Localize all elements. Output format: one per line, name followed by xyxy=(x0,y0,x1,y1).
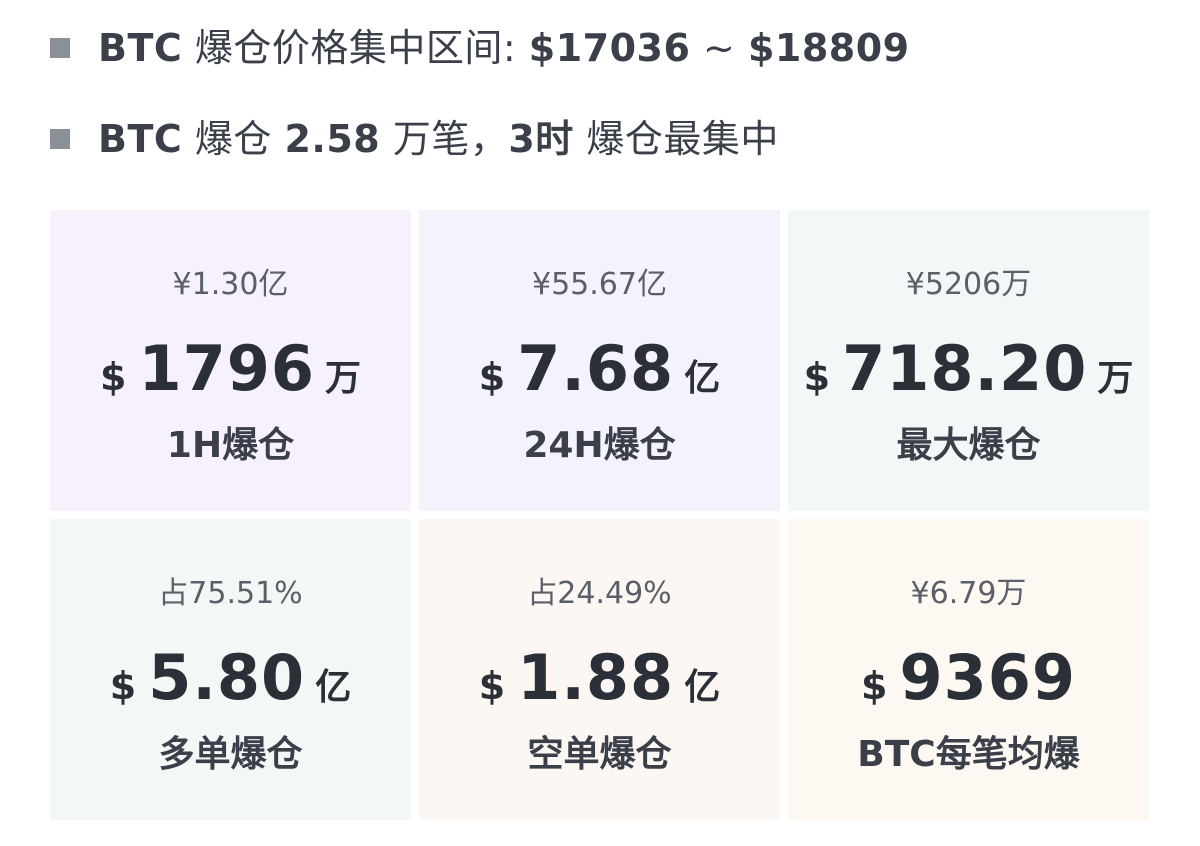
price-range-high: $18809 xyxy=(747,26,910,70)
dollar-sign: $ xyxy=(109,664,137,708)
price-range-low: $17036 xyxy=(528,26,691,70)
dollar-sign: $ xyxy=(478,355,506,399)
stat-card-short: 占24.49% $ 1.88 亿 空单爆仓 xyxy=(419,519,780,820)
stat-card-average: ¥6.79万 $ 9369 BTC每笔均爆 xyxy=(788,519,1149,820)
stat-card-long: 占75.51% $ 5.80 亿 多单爆仓 xyxy=(50,519,411,820)
peak-hour-caption: 爆仓最集中 xyxy=(586,117,779,161)
stat-cny-value: ¥6.79万 xyxy=(910,576,1027,611)
stat-share-value: 占24.49% xyxy=(527,576,672,611)
stat-label: 24H爆仓 xyxy=(523,425,676,466)
price-range-text: BTC 爆仓价格集中区间: $17036 ~ $18809 xyxy=(98,29,910,67)
liquidation-count-text: BTC 爆仓 2.58 万笔，3时 爆仓最集中 xyxy=(98,120,779,158)
dollar-sign: $ xyxy=(478,664,506,708)
stat-cny-value: ¥5206万 xyxy=(905,267,1032,302)
stat-label: 1H爆仓 xyxy=(166,425,295,466)
dollar-sign: $ xyxy=(860,664,888,708)
stat-label: 最大爆仓 xyxy=(896,425,1041,466)
stat-usd-value: $ 7.68 亿 xyxy=(419,338,780,400)
bullet-square-icon xyxy=(50,38,70,58)
summary-line-liquidation-count: BTC 爆仓 2.58 万笔，3时 爆仓最集中 xyxy=(50,109,779,169)
stat-label: 空单爆仓 xyxy=(527,734,672,775)
stat-number: 7.68 xyxy=(517,332,675,405)
stat-unit: 亿 xyxy=(684,667,721,708)
stat-cny-value: ¥55.67亿 xyxy=(532,267,667,302)
liquidation-stats-grid: ¥1.30亿 $ 1796 万 1H爆仓 ¥55.67亿 $ 7.68 亿 24… xyxy=(50,210,1150,826)
stat-card-24h: ¥55.67亿 $ 7.68 亿 24H爆仓 xyxy=(419,210,780,511)
stat-number: 9369 xyxy=(899,641,1076,714)
coin-name: BTC xyxy=(98,26,183,70)
stat-number: 1796 xyxy=(138,332,315,405)
stat-unit: 亿 xyxy=(315,667,352,708)
stat-usd-value: $ 5.80 亿 xyxy=(50,647,411,709)
bullet-square-icon xyxy=(50,129,70,149)
stat-label: 多单爆仓 xyxy=(158,734,303,775)
dollar-sign: $ xyxy=(803,355,831,399)
liquidation-count-unit: 万笔， xyxy=(392,117,509,161)
price-range-separator: ~ xyxy=(703,26,736,70)
liquidation-count: 2.58 xyxy=(284,117,381,161)
peak-hour: 3时 xyxy=(508,117,574,161)
stat-card-max: ¥5206万 $ 718.20 万 最大爆仓 xyxy=(788,210,1149,511)
liquidation-caption: 爆仓 xyxy=(194,117,272,161)
stat-unit: 亿 xyxy=(684,358,721,399)
stat-cny-value: ¥1.30亿 xyxy=(172,267,289,302)
stat-usd-value: $ 718.20 万 xyxy=(788,338,1149,400)
stat-usd-value: $ 1.88 亿 xyxy=(419,647,780,709)
stat-number: 5.80 xyxy=(148,641,306,714)
stat-unit: 万 xyxy=(325,358,362,399)
stat-number: 718.20 xyxy=(842,332,1088,405)
stat-number: 1.88 xyxy=(517,641,675,714)
price-range-caption: 爆仓价格集中区间: xyxy=(194,26,517,70)
stat-share-value: 占75.51% xyxy=(158,576,303,611)
coin-name: BTC xyxy=(98,117,183,161)
stat-unit: 万 xyxy=(1097,358,1134,399)
summary-line-price-range: BTC 爆仓价格集中区间: $17036 ~ $18809 xyxy=(50,18,910,78)
stat-usd-value: $ 1796 万 xyxy=(50,338,411,400)
stat-label: BTC每笔均爆 xyxy=(857,734,1080,775)
stat-usd-value: $ 9369 xyxy=(788,647,1149,709)
stat-card-1h: ¥1.30亿 $ 1796 万 1H爆仓 xyxy=(50,210,411,511)
dollar-sign: $ xyxy=(99,355,127,399)
